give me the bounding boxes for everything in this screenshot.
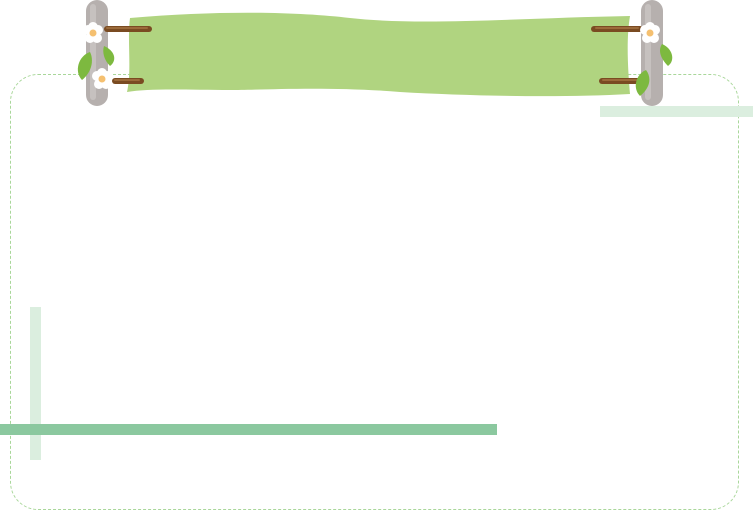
left-post-group: [77, 0, 152, 106]
white-flower-icon: [92, 68, 112, 89]
banner-title: [140, 22, 610, 82]
white-flower-icon: [83, 22, 103, 43]
accent-bar-left-vertical: [30, 307, 41, 460]
white-flower-icon: [640, 22, 660, 43]
green-leaf-icon: [660, 44, 673, 66]
banner-cloth: [127, 12, 630, 97]
right-post-group: [591, 0, 673, 106]
green-leaf-icon: [77, 52, 92, 80]
accent-bar-top-right: [600, 106, 753, 117]
green-leaf-icon: [103, 46, 115, 66]
dashed-content-frame: [10, 74, 739, 510]
green-leaf-icon: [635, 70, 650, 96]
accent-bar-bottom: [0, 424, 497, 435]
hanging-banner: [77, 0, 673, 106]
